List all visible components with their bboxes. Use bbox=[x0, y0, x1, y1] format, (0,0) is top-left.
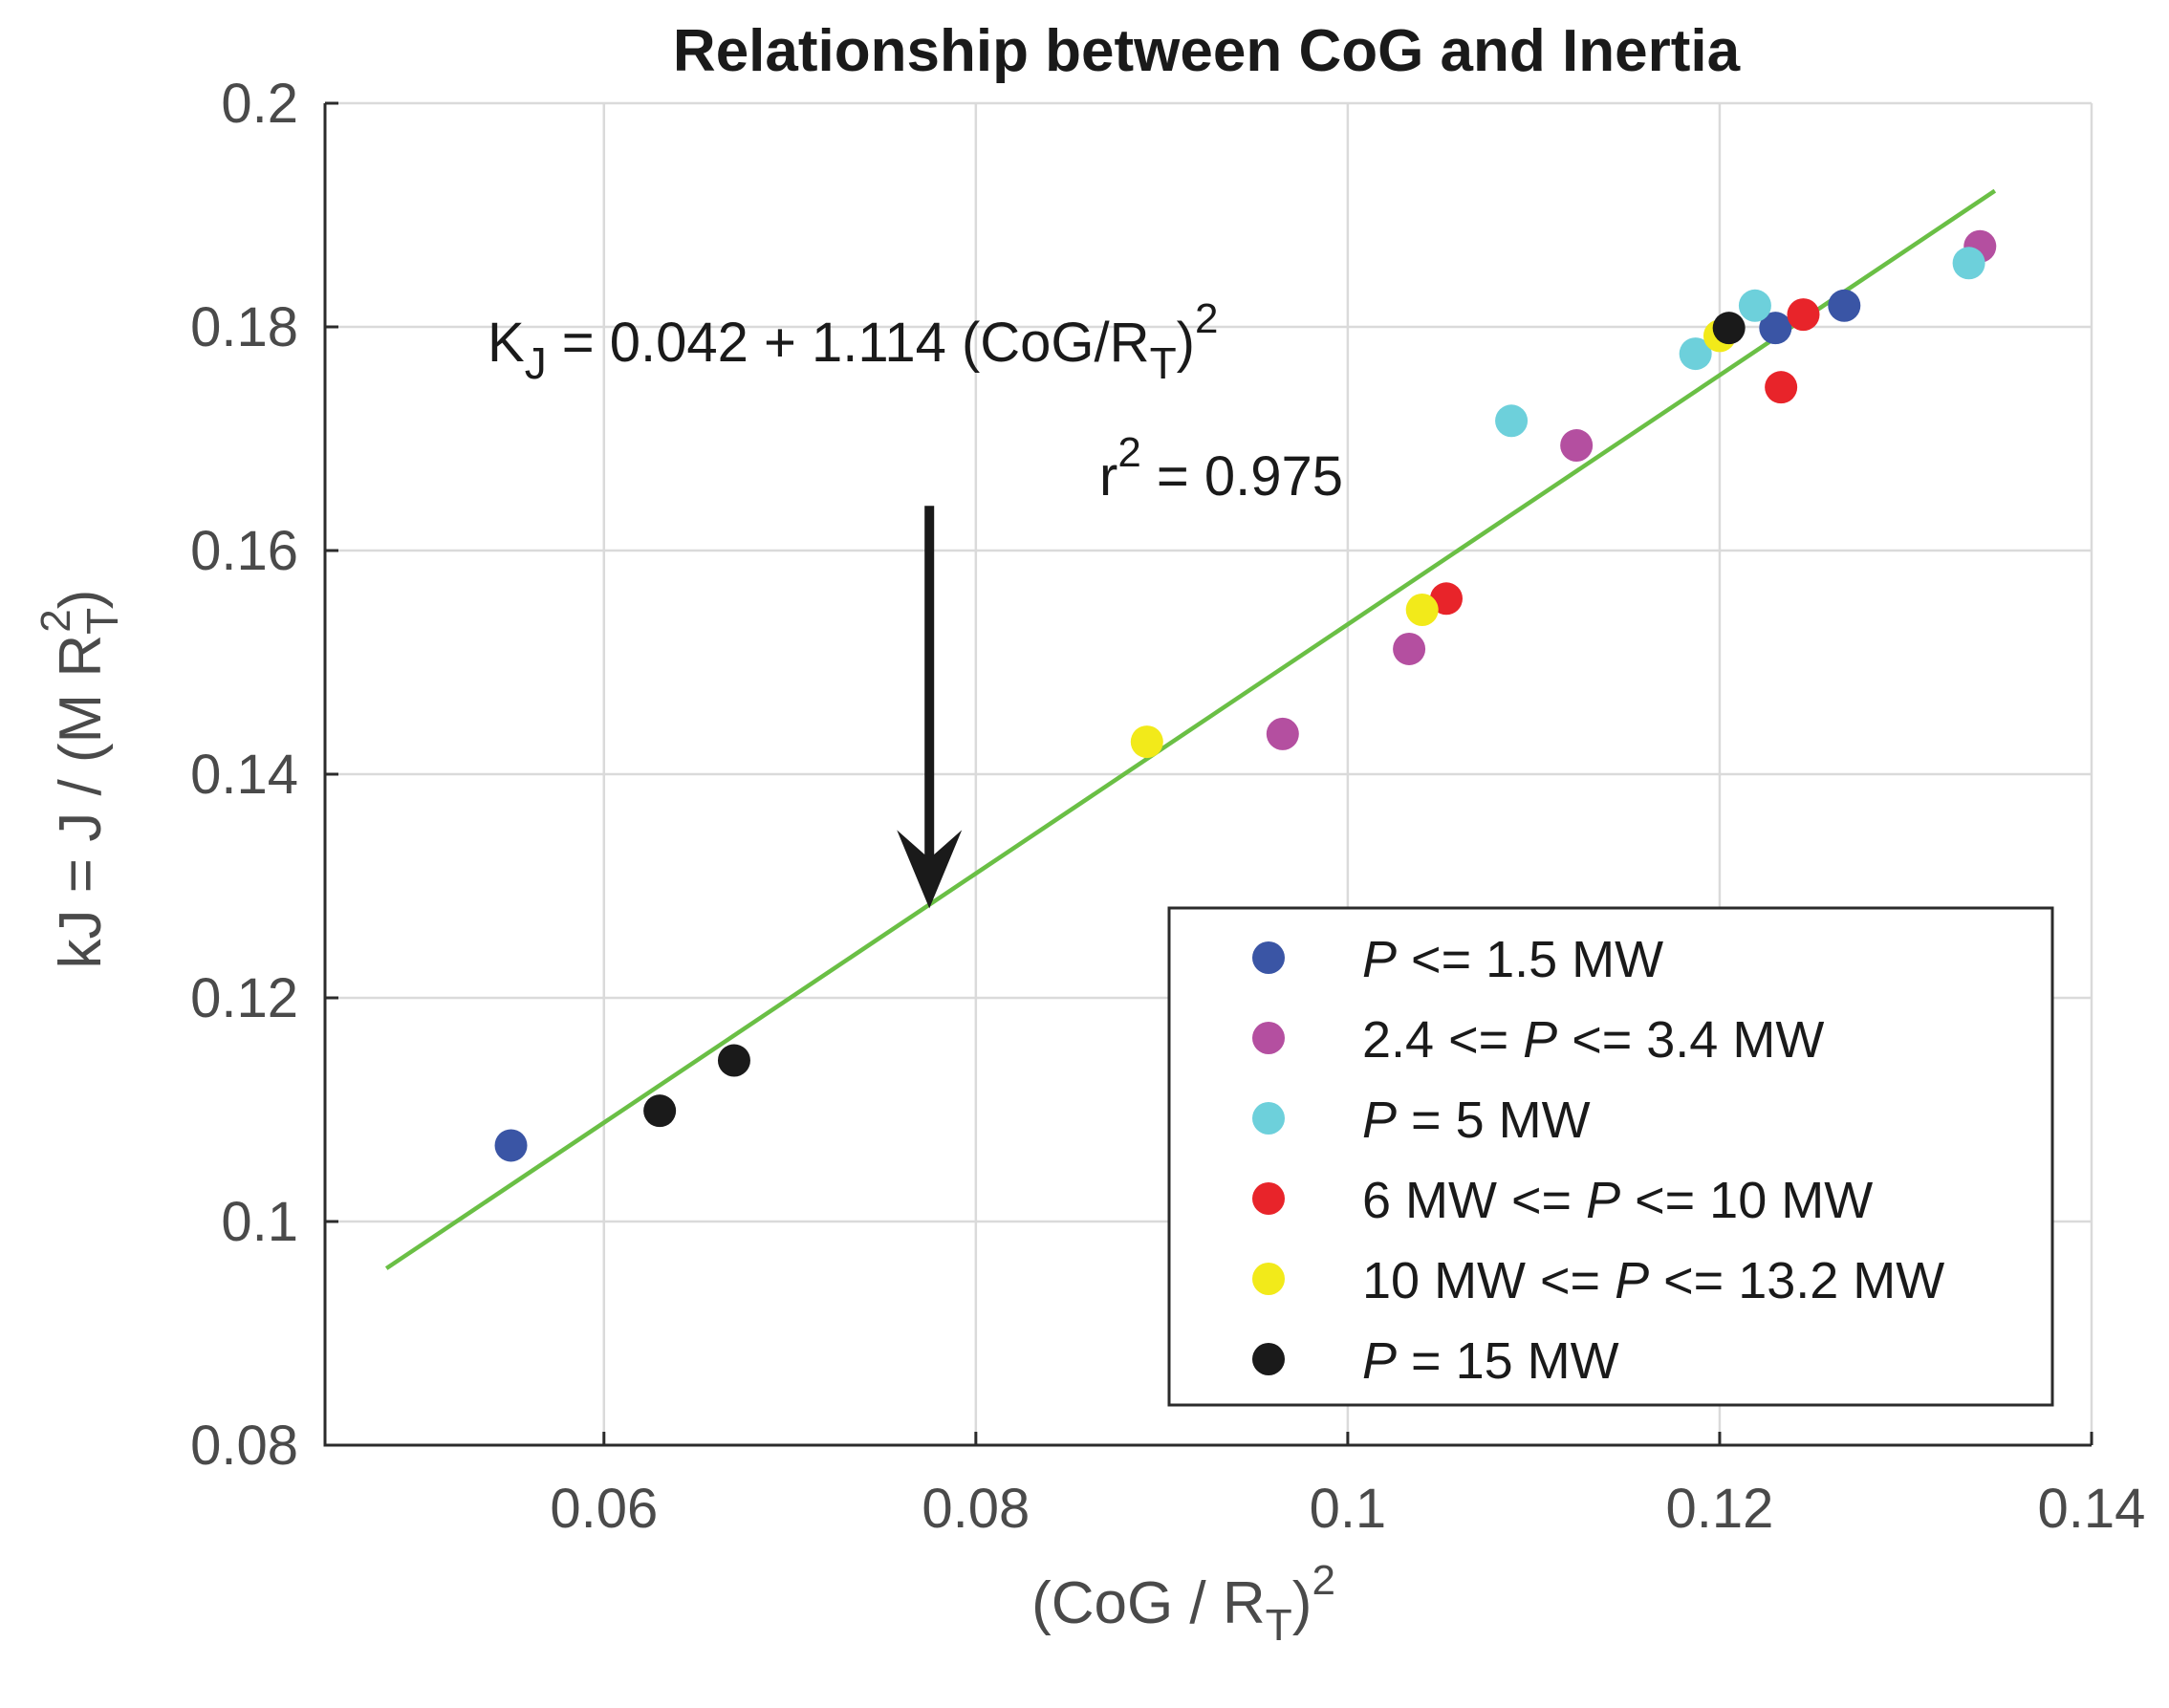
y-tick-label: 0.2 bbox=[221, 73, 298, 135]
data-point bbox=[1495, 404, 1529, 438]
legend-entry: P <= 1.5 MW bbox=[1362, 931, 1663, 988]
data-point bbox=[1712, 312, 1746, 345]
fit-equation: KJ = 0.042 + 1.114 (CoG/RT)2 bbox=[488, 295, 1218, 388]
legend-box bbox=[1167, 906, 2054, 1407]
y-tick-label: 0.16 bbox=[190, 520, 298, 582]
legend-marker bbox=[1252, 1102, 1285, 1135]
data-point bbox=[1759, 312, 1792, 345]
y-tick-label: 0.08 bbox=[190, 1415, 298, 1477]
data-point bbox=[1828, 289, 1861, 322]
x-tick-label: 0.06 bbox=[550, 1478, 658, 1540]
y-axis-label: kJ = J / (M RT2) bbox=[33, 590, 127, 969]
legend-marker bbox=[1252, 1343, 1285, 1375]
y-tick-label: 0.14 bbox=[190, 744, 298, 806]
data-point bbox=[717, 1044, 750, 1077]
legend-marker bbox=[1252, 1263, 1285, 1295]
x-tick-label: 0.08 bbox=[922, 1478, 1030, 1540]
data-point bbox=[1266, 717, 1299, 750]
data-point bbox=[1405, 594, 1439, 627]
data-point bbox=[1952, 247, 1985, 280]
legend-entry: 2.4 <= P <= 3.4 MW bbox=[1362, 1011, 1824, 1069]
r-squared: r2 = 0.975 bbox=[1099, 429, 1343, 508]
y-tick-label: 0.18 bbox=[190, 296, 298, 358]
data-point bbox=[1393, 632, 1426, 665]
data-point bbox=[643, 1094, 677, 1128]
y-tick-label: 0.12 bbox=[190, 967, 298, 1029]
x-tick-label: 0.14 bbox=[2038, 1478, 2146, 1540]
y-tick-label: 0.1 bbox=[221, 1191, 298, 1253]
arrow-head bbox=[897, 830, 963, 909]
data-point bbox=[1738, 289, 1771, 322]
x-tick-label: 0.1 bbox=[1310, 1478, 1387, 1540]
x-tick-label: 0.12 bbox=[1666, 1478, 1774, 1540]
legend-entry: P = 5 MW bbox=[1362, 1092, 1591, 1149]
data-point bbox=[1765, 371, 1798, 404]
data-point bbox=[1560, 429, 1594, 463]
legend-marker bbox=[1252, 941, 1285, 974]
x-axis-label: (CoG / RT)2 bbox=[1031, 1557, 1335, 1650]
data-point bbox=[1429, 582, 1463, 616]
legend-marker bbox=[1252, 1182, 1285, 1215]
legend-marker bbox=[1252, 1022, 1285, 1054]
data-point bbox=[1679, 337, 1712, 371]
data-point bbox=[1787, 298, 1820, 332]
fit-line bbox=[384, 188, 1997, 1270]
chart-title: Relationship between CoG and Inertia bbox=[673, 18, 1741, 84]
legend-entry: 6 MW <= P <= 10 MW bbox=[1362, 1172, 1873, 1229]
legend-entry: 10 MW <= P <= 13.2 MW bbox=[1362, 1252, 1944, 1309]
data-point bbox=[1130, 725, 1163, 759]
data-point bbox=[494, 1129, 528, 1162]
legend-entry: P = 15 MW bbox=[1362, 1332, 1619, 1390]
